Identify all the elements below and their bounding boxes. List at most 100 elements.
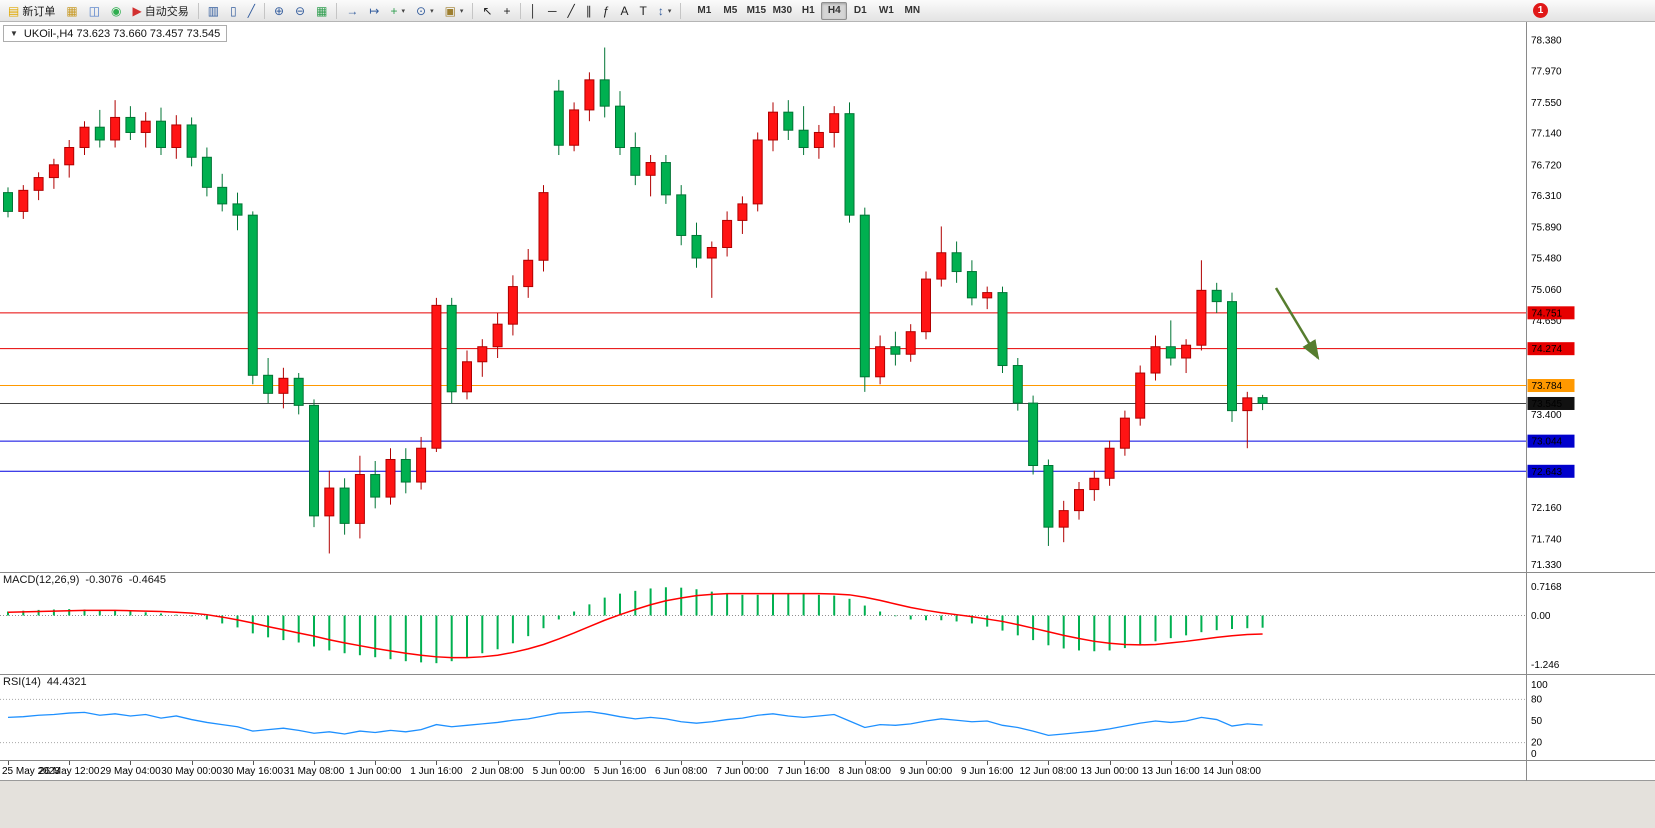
text-label-icon: T (639, 3, 647, 18)
dropdown-caret-icon: ▾ (459, 7, 464, 15)
strategy-tester-icon[interactable]: ◉ (106, 1, 126, 21)
time-tick (987, 761, 989, 765)
profiles-icon[interactable]: ◫ (84, 1, 105, 21)
time-label: 31 May 08:00 (283, 766, 345, 777)
fibonacci-icon[interactable]: ƒ (598, 1, 615, 21)
time-label: 6 Jun 08:00 (655, 766, 708, 777)
auto-scroll-icon: → (346, 3, 359, 18)
window-background (0, 780, 1655, 828)
bar-chart-icon[interactable]: ▥ (203, 1, 224, 21)
text-label-icon[interactable]: T (634, 1, 651, 21)
autotrade-icon: ▶ (132, 3, 142, 18)
price-tick: 72.160 (1531, 503, 1562, 514)
new-order-button[interactable]: ▤ 新订单 (3, 1, 60, 21)
equidistant-channel-icon[interactable]: ∥ (581, 1, 597, 21)
cursor-icon[interactable]: ↖ (477, 1, 497, 21)
timeframe-m30[interactable]: M30 (769, 2, 795, 20)
timeframe-m1[interactable]: M1 (691, 2, 717, 20)
macd-main-value: -0.3076 (85, 574, 123, 586)
macd-name: MACD(12,26,9) (3, 574, 80, 586)
timeframe-h1[interactable]: H1 (795, 2, 821, 20)
autotrade-button-label: 自动交易 (144, 5, 189, 18)
time-axis[interactable]: 25 May 2023 26 May 12:00 29 May 04:00 30 Ma… (0, 760, 1655, 781)
periods-icon[interactable]: ⊙ ▾ (411, 1, 439, 21)
trendline-icon[interactable]: ╱ (563, 1, 580, 21)
text-icon[interactable]: A (615, 1, 633, 21)
fibonacci-icon: ƒ (602, 3, 610, 18)
time-tick (375, 761, 377, 765)
time-tick (497, 761, 499, 765)
vertical-line-icon[interactable]: │ (525, 1, 543, 21)
zoom-out-icon[interactable]: ⊖ (290, 1, 310, 21)
chart-title-box[interactable]: ▼ UKOil-,H4 73.623 73.660 73.457 73.545 (3, 25, 228, 42)
time-tick (1170, 761, 1172, 765)
timeframe-w1[interactable]: W1 (873, 2, 899, 20)
text-icon: A (620, 3, 629, 18)
chart-shift-icon: ↦ (369, 3, 380, 18)
autotrade-button[interactable]: ▶ 自动交易 (128, 1, 194, 21)
rsi-label: RSI(14) 44.4321 (3, 676, 87, 688)
rsi-tick: 50 (1531, 716, 1543, 727)
strategy-tester-icon: ◉ (111, 3, 122, 18)
zoom-in-icon[interactable]: ⊕ (269, 1, 289, 21)
cursor-icon: ↖ (482, 3, 493, 18)
price-badge-74.274 (1527, 342, 1575, 356)
time-label: 8 Jun 08:00 (838, 766, 891, 777)
time-tick (8, 761, 9, 765)
horizontal-line-icon[interactable]: ─ (543, 1, 562, 21)
line-chart-icon[interactable]: ╱ (243, 1, 260, 21)
price-badge-text: 74.751 (1532, 308, 1563, 319)
price-tick: 71.740 (1531, 535, 1562, 546)
macd-scale: 0.7168 0.00 -1.246 (1531, 582, 1562, 671)
crosshair-icon[interactable]: + (499, 1, 516, 21)
notification-badge[interactable]: 1 (1533, 3, 1548, 18)
timeframe-m15[interactable]: M15 (743, 2, 769, 20)
macd-tick: 0.7168 (1531, 582, 1562, 593)
toolbar-separator (472, 2, 474, 19)
price-tick: 76.720 (1531, 160, 1562, 171)
rsi-tick: 80 (1531, 694, 1543, 705)
chart-shift-icon[interactable]: ↦ (364, 1, 384, 21)
rsi-tick: 100 (1531, 680, 1548, 691)
price-tick: 75.060 (1531, 285, 1562, 296)
time-tick (191, 761, 193, 765)
time-tick (1109, 761, 1111, 765)
time-label: 13 Jun 16:00 (1141, 766, 1200, 777)
timeframe-mn[interactable]: MN (899, 2, 925, 20)
price-tick: 74.650 (1531, 316, 1562, 327)
rsi-scale: 100 80 50 200 (1531, 680, 1548, 760)
auto-scroll-icon[interactable]: → (341, 1, 363, 21)
timeframe-d1[interactable]: D1 (847, 2, 873, 20)
down-arrow-object[interactable] (1274, 287, 1320, 361)
price-tick: 75.480 (1531, 254, 1562, 265)
price-tick: 78.380 (1531, 36, 1562, 47)
price-badge-text: 73.044 (1532, 437, 1563, 448)
rsi-indicator-pane: 100 80 50 20 0 RSI(14) 44.4321 (0, 674, 1655, 760)
charts-icon[interactable]: ▦ (61, 1, 82, 21)
time-tick (620, 761, 621, 765)
time-label: 7 Jun 00:00 (716, 766, 769, 777)
timeframe-m5[interactable]: M5 (717, 2, 743, 20)
horizontal-lines (0, 312, 1526, 472)
dropdown-caret-icon: ▾ (430, 7, 434, 15)
price-scale: 78.380 77.970 77.550 77.140 76.720 76.310 75.8… (1531, 36, 1562, 572)
time-tick (1232, 761, 1233, 765)
new-order-button-label: 新订单 (22, 5, 56, 18)
time-label: 5 Jun 16:00 (593, 766, 647, 777)
time-tick (803, 761, 805, 765)
candlestick-chart-icon[interactable]: ▯ (225, 1, 242, 21)
price-badge-72.643 (1527, 464, 1575, 478)
templates-icon[interactable]: ▣ ▾ (440, 1, 469, 21)
timeframe-h4[interactable]: H4 (821, 1, 848, 20)
toolbar-separator (263, 2, 265, 19)
arrows-icon[interactable]: ↕ ▾ (653, 1, 677, 21)
time-label: 25 May 2023 (2, 766, 60, 777)
macd-signal-value: -0.4645 (128, 574, 167, 586)
one-click-panel-arrow-icon[interactable]: ▼ (10, 29, 18, 38)
crosshair-icon: + (503, 3, 511, 18)
tile-windows-icon[interactable]: ▦ (311, 1, 332, 21)
horizontal-line-icon: ─ (548, 3, 557, 18)
indicators-icon[interactable]: + ▾ (385, 1, 410, 21)
dropdown-caret-icon: ▾ (401, 7, 405, 15)
new-order-icon: ▤ (8, 3, 20, 18)
